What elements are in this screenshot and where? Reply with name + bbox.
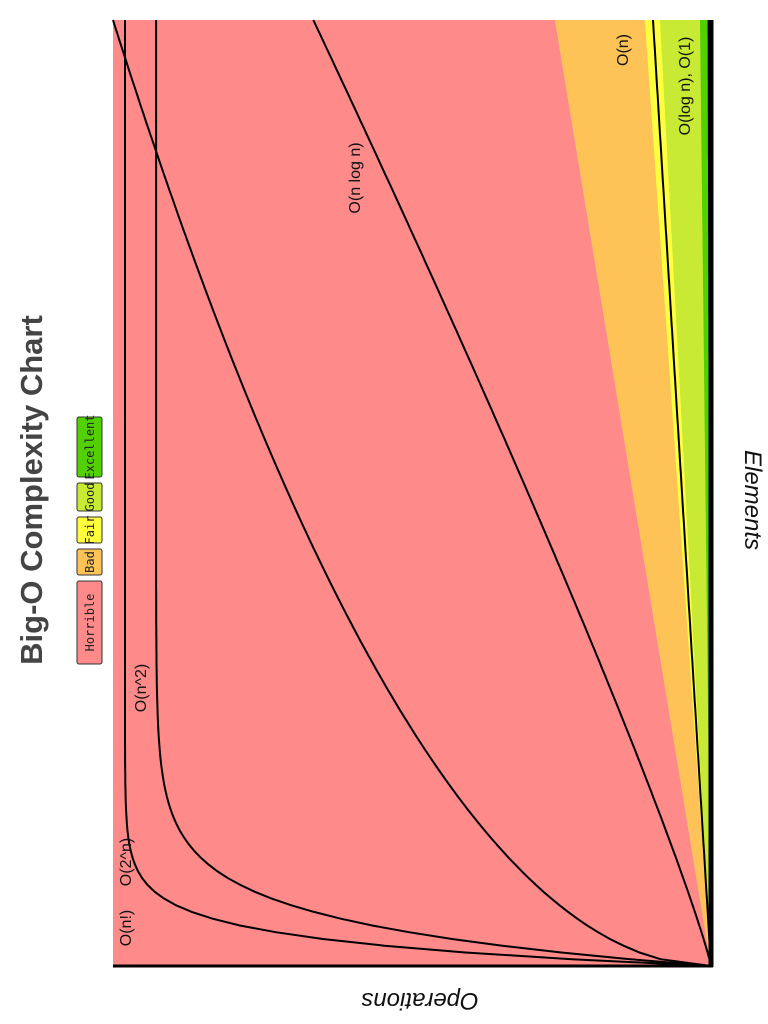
region-good-fill [660,20,711,966]
label-o-2-n: O(2^n) [118,838,135,886]
legend-swatch-bad [76,548,103,576]
legend-swatch-fair [76,516,103,544]
label-o-n: O(n!) [118,910,135,946]
curve-o-n [124,20,712,967]
label-o-n-log-n: O(n log n) [347,142,364,213]
legend-label-excellent: Excellent [83,414,97,479]
curve-o-n-2 [112,19,712,967]
legend-label-good: Good [83,483,97,512]
curve-o-n-log-n [312,19,712,967]
label-o-n: O(n) [615,34,632,66]
legend: Horrible Bad Fair Good Excellent [76,414,103,665]
region-horrible-base [113,20,711,966]
label-o-n-2: O(n^2) [133,664,150,712]
region-fair-fill [645,20,711,966]
legend-swatch-horrible [76,580,103,665]
curve-o-n [652,19,712,967]
label-o-log-n-o-1: O(log n), O(1) [677,37,694,136]
legend-label-bad: Bad [83,551,97,573]
y-axis-label: Operations [361,987,478,1014]
region-bad-fill [555,20,711,966]
legend-label-horrible: Horrible [83,594,97,652]
curve-o-2-n [155,20,712,967]
legend-swatch-excellent [76,416,103,478]
legend-label-fair: Fair [83,516,97,545]
chart-title: Big-O Complexity Chart [14,315,49,665]
x-axis-label: Elements [739,450,766,550]
legend-swatch-good [76,482,103,512]
plot-area [112,19,712,967]
